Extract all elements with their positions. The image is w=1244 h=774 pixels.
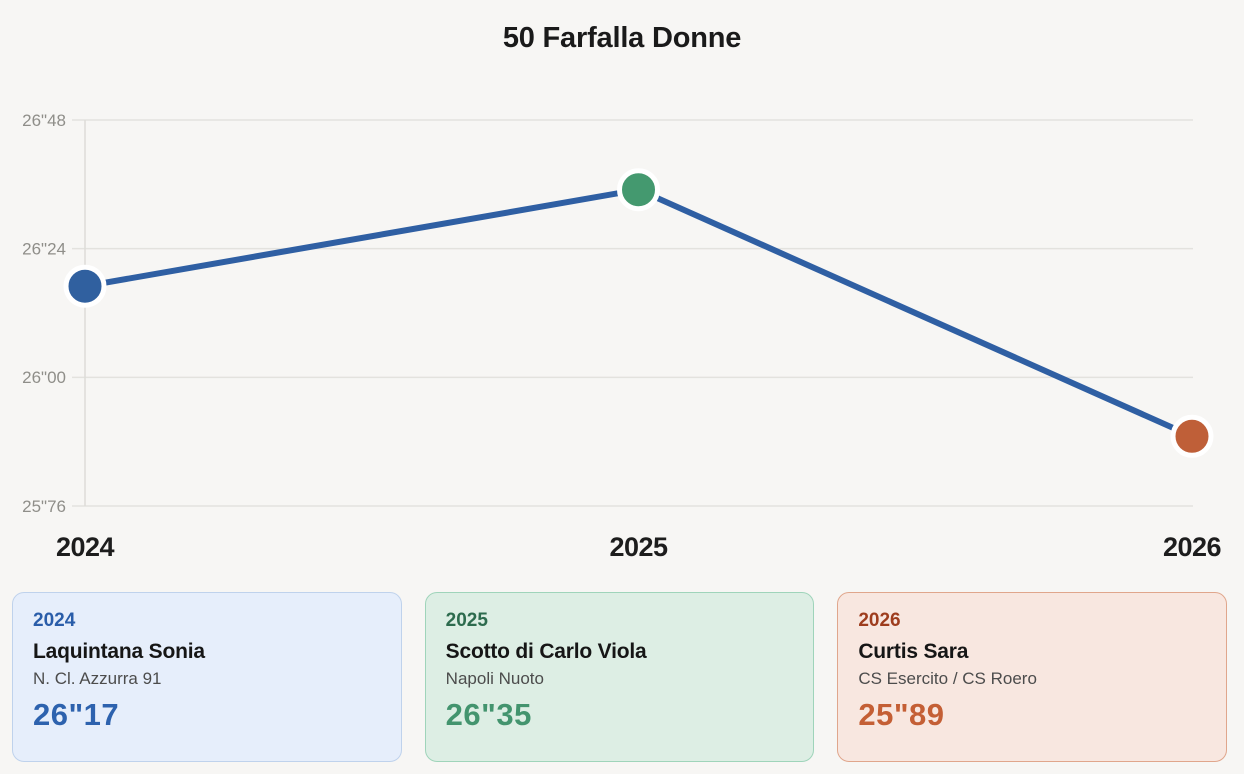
- athlete-club: CS Esercito / CS Roero: [858, 669, 1037, 688]
- year-card-2024: 2024 Laquintana Sonia N. Cl. Azzurra 91 …: [12, 592, 402, 762]
- year-cards: 2024 Laquintana Sonia N. Cl. Azzurra 91 …: [12, 592, 1228, 762]
- card-year: 2025: [445, 610, 488, 631]
- data-point-2025: [617, 168, 660, 212]
- year-card-2026: 2026 Curtis Sara CS Esercito / CS Roero …: [837, 592, 1228, 762]
- athlete-time: 25"89: [858, 697, 945, 732]
- y-tick-label: 25"76: [22, 497, 66, 516]
- x-tick-label: 2025: [609, 532, 668, 562]
- athlete-time: 26"35: [445, 697, 532, 732]
- line-chart: 26"48 26"24 26"00 25"76 2024 2025 2026: [22, 111, 1222, 562]
- athlete-club: Napoli Nuoto: [445, 669, 544, 688]
- athlete-name: Curtis Sara: [858, 640, 969, 663]
- y-tick-label: 26"24: [22, 239, 66, 258]
- data-point-2026: [1170, 414, 1214, 458]
- series-line: [84, 186, 1194, 440]
- athlete-club: N. Cl. Azzurra 91: [33, 669, 162, 688]
- y-tick-label: 26"48: [22, 111, 66, 130]
- year-card-2025: 2025 Scotto di Carlo Viola Napoli Nuoto …: [424, 592, 815, 762]
- x-tick-label: 2024: [56, 532, 115, 562]
- data-point-2024: [63, 264, 107, 308]
- athlete-time: 26"17: [33, 697, 120, 732]
- card-year: 2024: [33, 610, 76, 631]
- y-tick-label: 26"00: [22, 368, 66, 387]
- athlete-name: Laquintana Sonia: [33, 640, 205, 663]
- athlete-name: Scotto di Carlo Viola: [445, 640, 647, 663]
- chart-title: 50 Farfalla Donne: [502, 22, 742, 54]
- card-year: 2026: [858, 610, 901, 631]
- x-tick-label: 2026: [1163, 532, 1222, 562]
